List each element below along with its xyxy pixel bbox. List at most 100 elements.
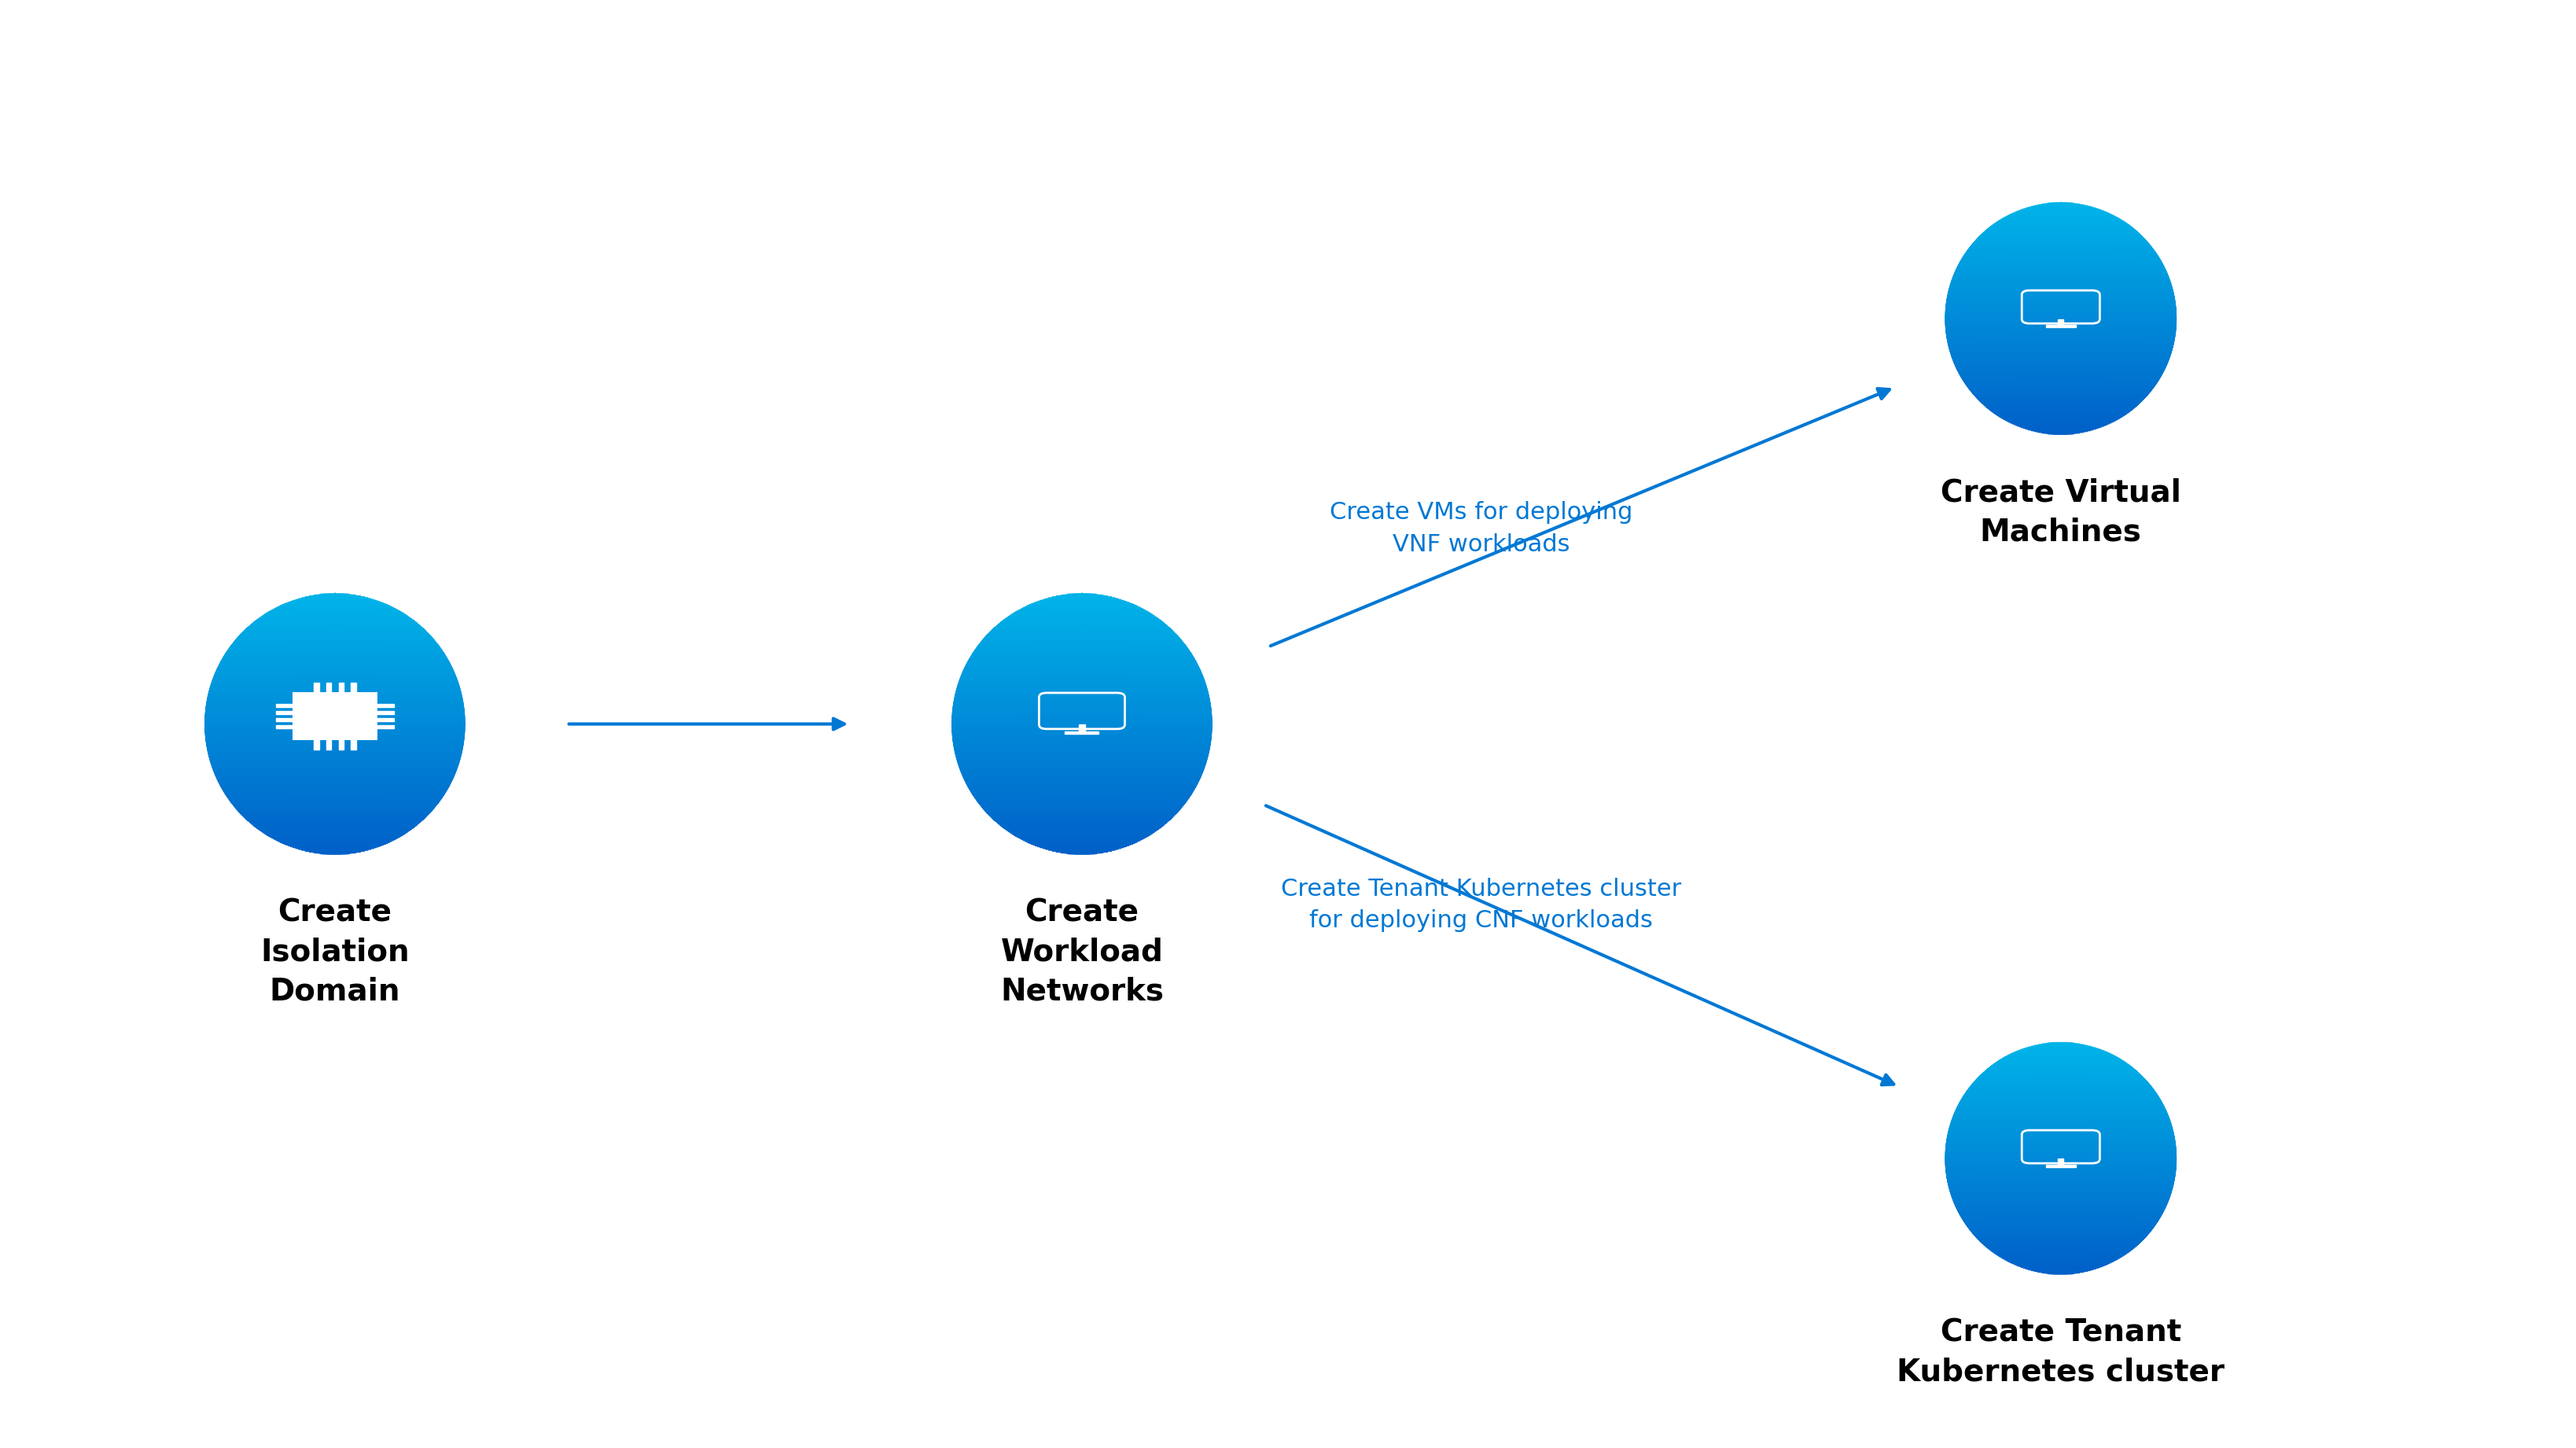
Ellipse shape xyxy=(974,652,1190,653)
Ellipse shape xyxy=(951,724,1213,725)
Ellipse shape xyxy=(206,710,464,711)
Ellipse shape xyxy=(211,763,459,765)
Ellipse shape xyxy=(981,805,1182,808)
Ellipse shape xyxy=(216,668,453,669)
Ellipse shape xyxy=(268,834,402,835)
Ellipse shape xyxy=(953,701,1211,702)
Ellipse shape xyxy=(1953,1119,2169,1121)
Ellipse shape xyxy=(1945,332,2177,333)
Ellipse shape xyxy=(1945,317,2177,319)
Ellipse shape xyxy=(247,818,422,821)
Ellipse shape xyxy=(1033,844,1131,846)
Ellipse shape xyxy=(237,637,433,639)
Ellipse shape xyxy=(1968,249,2154,251)
Ellipse shape xyxy=(1991,410,2130,413)
Ellipse shape xyxy=(1945,1167,2177,1169)
Ellipse shape xyxy=(997,624,1167,626)
Bar xyxy=(376,711,394,714)
Ellipse shape xyxy=(1947,292,2174,294)
Ellipse shape xyxy=(953,733,1211,734)
Ellipse shape xyxy=(2043,204,2079,206)
Ellipse shape xyxy=(209,752,461,753)
Ellipse shape xyxy=(1947,1138,2174,1140)
Ellipse shape xyxy=(966,783,1198,786)
Ellipse shape xyxy=(209,756,461,757)
Ellipse shape xyxy=(206,707,464,708)
Ellipse shape xyxy=(1950,1122,2172,1124)
Ellipse shape xyxy=(999,623,1164,626)
Ellipse shape xyxy=(979,801,1185,804)
Ellipse shape xyxy=(1986,405,2136,407)
Ellipse shape xyxy=(283,843,386,844)
Ellipse shape xyxy=(2035,1270,2087,1271)
Ellipse shape xyxy=(211,683,459,686)
Ellipse shape xyxy=(1947,1137,2174,1138)
Ellipse shape xyxy=(1023,838,1141,840)
Ellipse shape xyxy=(2002,417,2120,418)
Ellipse shape xyxy=(2009,1053,2112,1056)
Ellipse shape xyxy=(979,804,1185,805)
Ellipse shape xyxy=(1945,1148,2177,1150)
Ellipse shape xyxy=(1955,1205,2166,1206)
Ellipse shape xyxy=(204,725,466,727)
Ellipse shape xyxy=(953,699,1211,701)
Ellipse shape xyxy=(981,808,1182,809)
Ellipse shape xyxy=(1960,262,2161,264)
Ellipse shape xyxy=(953,743,1211,744)
Ellipse shape xyxy=(958,683,1206,685)
Ellipse shape xyxy=(1005,827,1159,830)
Ellipse shape xyxy=(2014,1264,2107,1266)
Ellipse shape xyxy=(1945,308,2177,310)
Ellipse shape xyxy=(971,656,1193,657)
Ellipse shape xyxy=(1950,349,2172,350)
Ellipse shape xyxy=(1947,297,2174,298)
Ellipse shape xyxy=(1945,1166,2177,1167)
Ellipse shape xyxy=(1945,327,2177,329)
Ellipse shape xyxy=(1945,1156,2177,1157)
Ellipse shape xyxy=(206,733,464,734)
Ellipse shape xyxy=(1012,834,1151,835)
Ellipse shape xyxy=(2025,207,2097,209)
Ellipse shape xyxy=(229,799,440,801)
Ellipse shape xyxy=(1953,279,2169,281)
Ellipse shape xyxy=(1945,1150,2177,1151)
Ellipse shape xyxy=(989,815,1175,817)
Ellipse shape xyxy=(1955,362,2166,363)
Ellipse shape xyxy=(242,633,428,634)
Ellipse shape xyxy=(2048,433,2074,434)
Ellipse shape xyxy=(1971,243,2151,245)
Ellipse shape xyxy=(2002,417,2120,418)
Ellipse shape xyxy=(1023,607,1141,608)
Ellipse shape xyxy=(1968,1226,2154,1229)
Ellipse shape xyxy=(1963,381,2159,382)
Ellipse shape xyxy=(1996,414,2125,416)
Ellipse shape xyxy=(1950,1192,2172,1193)
Ellipse shape xyxy=(1955,1208,2166,1209)
Ellipse shape xyxy=(1971,1231,2151,1232)
Ellipse shape xyxy=(1025,605,1139,608)
Ellipse shape xyxy=(1965,1092,2156,1093)
Ellipse shape xyxy=(1953,359,2169,361)
Ellipse shape xyxy=(237,809,433,812)
Ellipse shape xyxy=(989,631,1175,633)
Ellipse shape xyxy=(2020,1266,2102,1267)
Ellipse shape xyxy=(2014,1051,2107,1053)
Ellipse shape xyxy=(234,805,435,808)
Ellipse shape xyxy=(234,639,435,640)
Ellipse shape xyxy=(953,744,1211,747)
Ellipse shape xyxy=(206,715,464,717)
Ellipse shape xyxy=(1986,1069,2136,1070)
Ellipse shape xyxy=(1989,1067,2133,1069)
Ellipse shape xyxy=(1066,594,1097,595)
Ellipse shape xyxy=(1955,365,2166,366)
Ellipse shape xyxy=(1950,1125,2172,1127)
Ellipse shape xyxy=(958,683,1206,686)
Ellipse shape xyxy=(953,705,1211,707)
Ellipse shape xyxy=(1945,323,2177,324)
Ellipse shape xyxy=(314,595,355,597)
Ellipse shape xyxy=(224,656,446,657)
Ellipse shape xyxy=(2022,1048,2099,1050)
Ellipse shape xyxy=(1978,236,2143,239)
Ellipse shape xyxy=(204,723,466,724)
Ellipse shape xyxy=(1033,602,1131,604)
